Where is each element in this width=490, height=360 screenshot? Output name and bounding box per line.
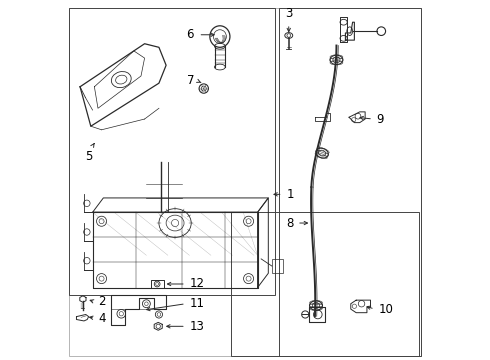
Text: 7: 7	[187, 74, 194, 87]
Text: 9: 9	[376, 113, 384, 126]
Text: 1: 1	[286, 188, 294, 201]
Bar	[231, 212, 419, 356]
Text: 10: 10	[378, 303, 393, 316]
Bar	[279, 8, 421, 356]
Text: 2: 2	[98, 296, 106, 309]
Bar	[69, 8, 275, 295]
Bar	[272, 259, 283, 273]
Text: 3: 3	[285, 7, 293, 20]
Text: 12: 12	[190, 278, 204, 291]
Text: 8: 8	[286, 216, 294, 230]
Text: 11: 11	[190, 297, 204, 310]
Text: 4: 4	[98, 311, 106, 325]
Text: 13: 13	[190, 320, 204, 333]
Text: 5: 5	[85, 149, 93, 162]
Text: 6: 6	[187, 28, 194, 41]
